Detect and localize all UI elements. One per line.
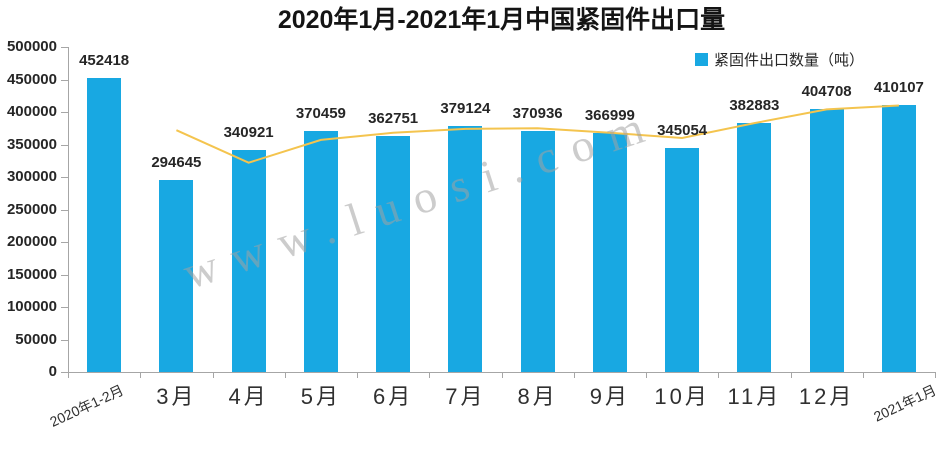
x-axis-tick: [140, 373, 142, 378]
y-axis-tick: [61, 177, 68, 178]
x-axis-tick: [212, 373, 214, 378]
x-axis-tick: [357, 373, 358, 378]
x-axis-tick: [718, 373, 720, 378]
x-axis-tick: [862, 373, 864, 378]
bar: [376, 136, 411, 372]
x-axis-label: 10月: [654, 384, 710, 409]
legend-label: 紧固件出口数量（吨）: [714, 52, 865, 69]
y-axis-label: 150000: [6, 265, 57, 283]
y-axis-label: 250000: [6, 200, 57, 218]
y-axis-tick: [61, 242, 68, 243]
chart-title: 2020年1月-2021年1月中国紧固件出口量: [277, 6, 726, 34]
bar: [592, 133, 627, 372]
bar: [159, 180, 194, 372]
bar: [87, 77, 122, 372]
x-axis-label: 6月: [373, 384, 414, 409]
x-axis-label: 7月: [445, 384, 486, 409]
x-axis-label: 8月: [517, 384, 558, 409]
bar-value-label: 410107: [873, 79, 924, 97]
y-axis-tick: [61, 144, 68, 146]
legend: 紧固件出口数量（吨）: [695, 49, 864, 70]
y-axis-label: 450000: [6, 70, 57, 88]
y-axis-label: 500000: [6, 38, 57, 55]
y-axis-tick: [61, 274, 68, 276]
y-axis-label: 200000: [6, 233, 57, 250]
bar: [809, 108, 844, 372]
bar-value-label: 340921: [223, 124, 274, 142]
y-axis-tick: [61, 112, 68, 113]
y-axis-label: 350000: [6, 135, 57, 153]
x-axis-label: 11月: [727, 384, 782, 409]
x-axis-tick: [573, 373, 575, 378]
x-axis-label: 9月: [589, 384, 630, 409]
x-axis-tick: [646, 373, 647, 378]
y-axis-label: 0: [48, 363, 57, 380]
x-axis-tick: [429, 373, 431, 378]
bar: [665, 147, 700, 372]
y-axis-line: [68, 47, 69, 373]
bar: [231, 150, 266, 372]
bar: [520, 130, 555, 372]
y-axis-tick: [61, 339, 68, 341]
x-axis-label: 2020年1-2月: [47, 381, 126, 430]
x-axis-label: 5月: [300, 384, 341, 409]
y-axis-tick: [61, 307, 68, 308]
bar: [303, 131, 338, 372]
x-axis-tick: [501, 373, 503, 378]
x-axis-label: 3月: [156, 384, 197, 409]
y-axis-label: 400000: [6, 103, 57, 120]
bar: [737, 123, 772, 372]
bar-value-label: 294645: [151, 154, 202, 172]
x-axis-line: [68, 372, 936, 373]
y-axis-tick: [61, 209, 68, 211]
bar-value-label: 345054: [657, 121, 708, 139]
x-axis-tick: [935, 373, 936, 378]
x-axis-label: 12月: [798, 384, 855, 409]
bar: [881, 105, 916, 372]
y-axis-label: 50000: [15, 330, 57, 348]
y-axis-tick: [61, 47, 68, 48]
x-axis-tick: [790, 373, 792, 378]
x-axis-label: 4月: [228, 384, 269, 409]
y-axis-label: 300000: [6, 168, 57, 185]
y-axis-tick: [61, 372, 68, 373]
y-axis-label: 100000: [6, 298, 57, 315]
x-axis-tick: [284, 373, 286, 378]
y-axis-tick: [61, 79, 68, 81]
x-axis-tick: [68, 373, 69, 378]
bar-value-label: 404708: [801, 82, 852, 100]
bar-value-label: 452418: [79, 51, 130, 69]
bar: [448, 125, 483, 372]
legend-swatch-icon: [695, 53, 708, 66]
